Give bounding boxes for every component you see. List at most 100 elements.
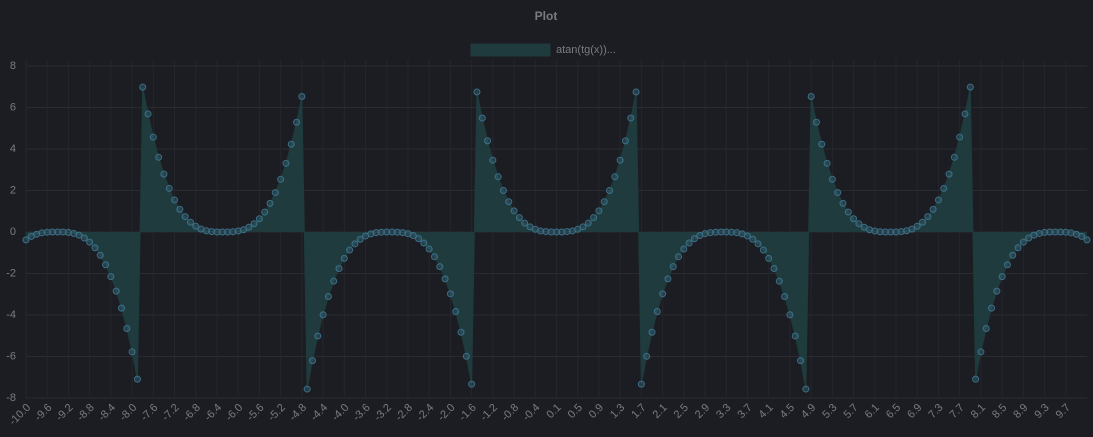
point bbox=[743, 232, 751, 240]
point bbox=[446, 290, 454, 298]
point bbox=[1035, 229, 1043, 237]
point bbox=[606, 187, 614, 194]
point bbox=[139, 83, 147, 91]
legend-swatch bbox=[470, 43, 551, 57]
line bbox=[25, 87, 1088, 390]
point bbox=[468, 380, 476, 388]
point bbox=[266, 199, 274, 207]
point bbox=[452, 307, 460, 315]
x-tick-label: 7.3 bbox=[926, 402, 945, 421]
point bbox=[807, 93, 815, 101]
point bbox=[91, 244, 99, 252]
point bbox=[934, 196, 942, 204]
point bbox=[314, 332, 322, 340]
x-tick-label: 4.9 bbox=[799, 402, 818, 421]
x-tick-label: 4.1 bbox=[757, 402, 776, 421]
point bbox=[155, 153, 163, 161]
point bbox=[430, 253, 438, 261]
point bbox=[754, 240, 762, 248]
point bbox=[64, 228, 72, 236]
point bbox=[181, 213, 189, 221]
x-tick-label: -6.8 bbox=[181, 402, 203, 424]
point bbox=[590, 214, 598, 222]
point bbox=[293, 118, 301, 126]
point bbox=[558, 228, 566, 236]
x-tick-label: 8.9 bbox=[1011, 402, 1030, 421]
x-tick-label: -0.8 bbox=[499, 402, 521, 424]
point bbox=[892, 228, 900, 236]
point bbox=[22, 236, 30, 244]
point bbox=[998, 273, 1006, 281]
point bbox=[59, 228, 67, 236]
x-tick-label: -5.6 bbox=[245, 402, 267, 424]
point bbox=[1083, 236, 1091, 244]
point bbox=[781, 293, 789, 301]
point bbox=[261, 208, 269, 216]
point bbox=[537, 227, 545, 235]
x-tick-label: -0.4 bbox=[521, 402, 543, 424]
point bbox=[812, 118, 820, 126]
point bbox=[839, 199, 847, 207]
x-tick-label: -1.2 bbox=[478, 402, 500, 424]
point bbox=[775, 277, 783, 285]
point bbox=[855, 220, 863, 228]
point bbox=[229, 228, 237, 236]
point bbox=[1014, 244, 1022, 252]
point bbox=[457, 328, 465, 336]
point bbox=[977, 348, 985, 356]
point bbox=[712, 228, 720, 236]
point bbox=[1046, 228, 1054, 236]
point bbox=[335, 265, 343, 273]
point bbox=[208, 228, 216, 236]
point bbox=[722, 228, 730, 236]
x-tick-label: 0.5 bbox=[566, 402, 585, 421]
point bbox=[245, 223, 253, 231]
point bbox=[675, 253, 683, 261]
point bbox=[377, 228, 385, 236]
x-tick-label: -7.2 bbox=[160, 402, 182, 424]
point bbox=[271, 189, 279, 197]
point bbox=[96, 251, 104, 259]
point bbox=[579, 223, 587, 231]
point bbox=[701, 230, 709, 238]
point bbox=[844, 208, 852, 216]
point bbox=[86, 238, 94, 246]
point bbox=[112, 287, 120, 295]
point bbox=[940, 184, 948, 192]
point bbox=[627, 114, 635, 122]
point bbox=[595, 207, 603, 215]
point bbox=[303, 385, 311, 393]
x-tick-label: 2.9 bbox=[693, 402, 712, 421]
point bbox=[277, 175, 285, 183]
point bbox=[643, 352, 651, 360]
point bbox=[192, 222, 200, 230]
point bbox=[420, 239, 428, 247]
point bbox=[218, 228, 226, 236]
point bbox=[250, 220, 258, 228]
x-tick-label: -8.0 bbox=[117, 402, 139, 424]
point bbox=[409, 232, 417, 240]
point bbox=[972, 375, 980, 383]
x-tick-label: -2.8 bbox=[393, 402, 415, 424]
point bbox=[499, 187, 507, 194]
x-tick-label: -7.6 bbox=[139, 402, 161, 424]
point bbox=[956, 133, 964, 141]
point bbox=[648, 328, 656, 336]
point bbox=[823, 159, 831, 167]
point bbox=[881, 228, 889, 236]
x-tick-label: 5.7 bbox=[841, 402, 860, 421]
point bbox=[584, 219, 592, 227]
x-tick-label: 2.5 bbox=[672, 402, 691, 421]
point bbox=[224, 228, 232, 236]
x-tick-label: 0.1 bbox=[544, 402, 563, 421]
point bbox=[765, 254, 773, 262]
y-tick-label: -6 bbox=[6, 350, 16, 362]
x-tick-label: 0.9 bbox=[587, 402, 606, 421]
point bbox=[791, 332, 799, 340]
point bbox=[128, 348, 136, 356]
point bbox=[680, 245, 688, 253]
point bbox=[1003, 261, 1011, 269]
point bbox=[171, 196, 179, 204]
point bbox=[759, 246, 767, 254]
